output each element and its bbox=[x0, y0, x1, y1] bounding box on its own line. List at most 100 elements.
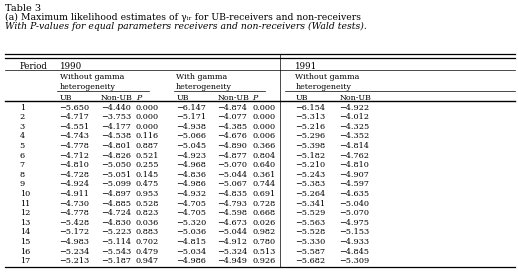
Text: 0.521: 0.521 bbox=[136, 152, 159, 160]
Text: −5.264: −5.264 bbox=[295, 190, 325, 198]
Text: 1991: 1991 bbox=[295, 62, 318, 71]
Text: −4.922: −4.922 bbox=[339, 104, 369, 112]
Text: −4.778: −4.778 bbox=[60, 209, 90, 217]
Text: −4.986: −4.986 bbox=[176, 180, 206, 188]
Text: −5.650: −5.650 bbox=[60, 104, 90, 112]
Text: −5.067: −5.067 bbox=[218, 180, 248, 188]
Text: −4.440: −4.440 bbox=[101, 104, 131, 112]
Text: −6.147: −6.147 bbox=[176, 104, 206, 112]
Text: −4.598: −4.598 bbox=[218, 209, 248, 217]
Text: −4.938: −4.938 bbox=[176, 123, 206, 131]
Text: 0.479: 0.479 bbox=[136, 248, 159, 256]
Text: 17: 17 bbox=[20, 257, 30, 265]
Text: With gamma
heterogeneity: With gamma heterogeneity bbox=[176, 73, 232, 91]
Text: −4.835: −4.835 bbox=[218, 190, 248, 198]
Text: P: P bbox=[252, 94, 257, 102]
Text: 0.026: 0.026 bbox=[252, 219, 276, 227]
Text: −4.728: −4.728 bbox=[60, 171, 90, 179]
Text: With P-values for equal parameters receivers and non-receivers (Wald tests).: With P-values for equal parameters recei… bbox=[5, 22, 367, 31]
Text: 0.006: 0.006 bbox=[252, 132, 276, 140]
Text: −4.352: −4.352 bbox=[339, 132, 369, 140]
Text: −5.051: −5.051 bbox=[101, 171, 131, 179]
Text: 0.780: 0.780 bbox=[252, 238, 276, 246]
Text: −5.213: −5.213 bbox=[60, 257, 90, 265]
Text: −5.324: −5.324 bbox=[218, 248, 248, 256]
Text: 0.000: 0.000 bbox=[252, 113, 276, 121]
Text: −5.153: −5.153 bbox=[339, 229, 369, 237]
Text: −4.874: −4.874 bbox=[218, 104, 248, 112]
Text: −5.070: −5.070 bbox=[339, 209, 369, 217]
Text: 0.823: 0.823 bbox=[136, 209, 159, 217]
Text: −4.983: −4.983 bbox=[60, 238, 90, 246]
Text: −4.705: −4.705 bbox=[176, 200, 206, 208]
Text: −4.551: −4.551 bbox=[60, 123, 90, 131]
Text: −5.210: −5.210 bbox=[295, 161, 325, 169]
Text: 0.640: 0.640 bbox=[252, 161, 276, 169]
Text: 0.513: 0.513 bbox=[252, 248, 276, 256]
Text: −4.932: −4.932 bbox=[176, 190, 206, 198]
Text: −5.330: −5.330 bbox=[295, 238, 325, 246]
Text: 2: 2 bbox=[20, 113, 25, 121]
Text: −4.845: −4.845 bbox=[339, 248, 369, 256]
Text: UB: UB bbox=[295, 94, 308, 102]
Text: −4.836: −4.836 bbox=[176, 171, 206, 179]
Text: −5.529: −5.529 bbox=[295, 209, 325, 217]
Text: UB: UB bbox=[176, 94, 189, 102]
Text: −4.801: −4.801 bbox=[101, 142, 131, 150]
Text: 0.982: 0.982 bbox=[252, 229, 276, 237]
Text: 0.000: 0.000 bbox=[252, 123, 276, 131]
Text: 6: 6 bbox=[20, 152, 25, 160]
Text: Without gamma
heterogeneity: Without gamma heterogeneity bbox=[60, 73, 124, 91]
Text: −5.296: −5.296 bbox=[295, 132, 325, 140]
Text: 11: 11 bbox=[20, 200, 30, 208]
Text: 1: 1 bbox=[20, 104, 25, 112]
Text: −4.730: −4.730 bbox=[60, 200, 90, 208]
Text: 0.000: 0.000 bbox=[136, 113, 159, 121]
Text: 0.475: 0.475 bbox=[136, 180, 159, 188]
Text: −3.753: −3.753 bbox=[101, 113, 131, 121]
Text: 0.691: 0.691 bbox=[252, 190, 276, 198]
Text: −4.385: −4.385 bbox=[218, 123, 248, 131]
Text: −4.012: −4.012 bbox=[339, 113, 369, 121]
Text: −4.673: −4.673 bbox=[218, 219, 248, 227]
Text: −5.066: −5.066 bbox=[176, 132, 206, 140]
Text: 0.883: 0.883 bbox=[136, 229, 159, 237]
Text: 8: 8 bbox=[20, 171, 25, 179]
Text: −5.114: −5.114 bbox=[101, 238, 131, 246]
Text: 0.036: 0.036 bbox=[136, 219, 159, 227]
Text: 0.926: 0.926 bbox=[252, 257, 276, 265]
Text: −5.034: −5.034 bbox=[176, 248, 206, 256]
Text: −5.313: −5.313 bbox=[295, 113, 325, 121]
Text: −4.885: −4.885 bbox=[101, 200, 131, 208]
Text: −4.826: −4.826 bbox=[101, 152, 131, 160]
Text: −5.216: −5.216 bbox=[295, 123, 325, 131]
Text: −5.223: −5.223 bbox=[101, 229, 132, 237]
Text: −4.538: −4.538 bbox=[101, 132, 131, 140]
Text: −5.398: −5.398 bbox=[295, 142, 325, 150]
Text: 0.366: 0.366 bbox=[252, 142, 276, 150]
Text: −4.635: −4.635 bbox=[339, 190, 369, 198]
Text: Without gamma
heterogeneity: Without gamma heterogeneity bbox=[295, 73, 359, 91]
Text: −4.676: −4.676 bbox=[218, 132, 248, 140]
Text: Non-UB: Non-UB bbox=[218, 94, 250, 102]
Text: −5.587: −5.587 bbox=[295, 248, 325, 256]
Text: 14: 14 bbox=[20, 229, 30, 237]
Text: 3: 3 bbox=[20, 123, 25, 131]
Text: −4.907: −4.907 bbox=[339, 171, 369, 179]
Text: −6.154: −6.154 bbox=[295, 104, 325, 112]
Text: −5.171: −5.171 bbox=[176, 113, 206, 121]
Text: −5.543: −5.543 bbox=[101, 248, 131, 256]
Text: Non-UB: Non-UB bbox=[101, 94, 133, 102]
Text: −5.309: −5.309 bbox=[339, 257, 369, 265]
Text: 0.887: 0.887 bbox=[136, 142, 159, 150]
Text: −5.050: −5.050 bbox=[101, 161, 131, 169]
Text: Period: Period bbox=[20, 62, 48, 71]
Text: 10: 10 bbox=[20, 190, 30, 198]
Text: −4.924: −4.924 bbox=[60, 180, 90, 188]
Text: 0.702: 0.702 bbox=[136, 238, 159, 246]
Text: 0.000: 0.000 bbox=[136, 123, 159, 131]
Text: 15: 15 bbox=[20, 238, 30, 246]
Text: −4.986: −4.986 bbox=[176, 257, 206, 265]
Text: 0.728: 0.728 bbox=[252, 200, 276, 208]
Text: −4.077: −4.077 bbox=[218, 113, 248, 121]
